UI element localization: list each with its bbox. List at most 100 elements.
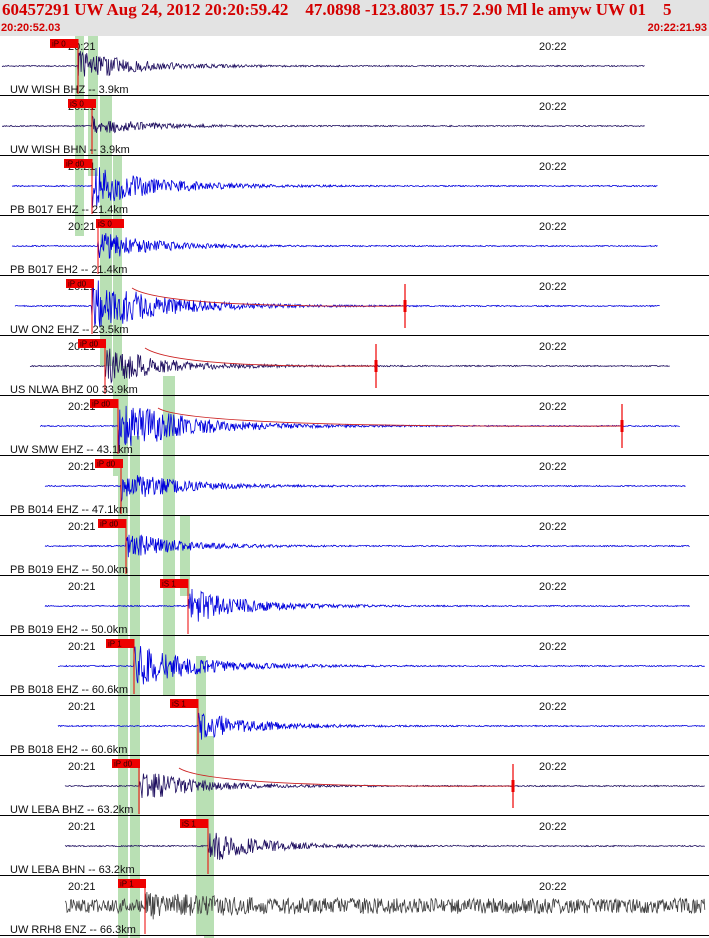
pick-flag[interactable] <box>95 459 123 468</box>
minute-tick-label: 20:21 <box>68 701 96 713</box>
pick-label: iP 0 <box>52 40 66 49</box>
trace-row[interactable]: 20:21 20:22 iP d0 PB B019 EHZ -- 50.0km <box>0 519 709 576</box>
start-time: 20:20:52.03 <box>1 22 61 34</box>
pick-flag[interactable] <box>106 639 134 648</box>
coda-end-marker <box>403 300 407 312</box>
event-title: 60457291 UW Aug 24, 2012 20:20:59.42 47.… <box>2 0 672 19</box>
trace-row[interactable]: 20:21 20:22 iS 1 PB B018 EH2 -- 60.6km <box>0 699 709 756</box>
station-label: PB B018 EH2 -- 60.6km <box>10 744 127 756</box>
minute-tick-label: 20:22 <box>539 101 567 113</box>
trace-row[interactable]: 20:21 20:22 iP d0 UW LEBA BHZ -- 63.2km <box>0 759 709 816</box>
pick-label: iP d0 <box>68 280 87 289</box>
trace-row[interactable]: 20:21 20:22 iS 1 UW LEBA BHN -- 63.2km <box>0 819 709 876</box>
pick-flag[interactable] <box>98 519 126 528</box>
trace-row[interactable]: 20:21 20:22 iP d0 PB B014 EHZ -- 47.1km <box>0 459 709 516</box>
trace-row[interactable]: 20:21 20:22 iS 0 PB B017 EH2 -- 21.4km <box>0 219 709 276</box>
phase-band <box>204 736 214 938</box>
minute-tick-label: 20:22 <box>539 41 567 53</box>
phase-band <box>118 366 128 938</box>
minute-tick-label: 20:22 <box>539 581 567 593</box>
trace-row[interactable]: 20:21 20:22 iP 1 PB B018 EHZ -- 60.6km <box>0 639 709 696</box>
station-label: US NLWA BHZ 00 33.9km <box>10 384 138 396</box>
waveform <box>57 712 706 740</box>
pick-label: iP 1 <box>120 880 134 889</box>
coda-end-marker <box>511 780 515 792</box>
waveform <box>1 51 645 77</box>
minute-tick-label: 20:21 <box>68 581 96 593</box>
phase-band <box>130 436 140 938</box>
pick-flag[interactable] <box>180 819 208 828</box>
pick-flag[interactable] <box>90 399 118 408</box>
pick-flag[interactable] <box>112 759 140 768</box>
pick-flag[interactable] <box>66 279 94 288</box>
coda-duration-line <box>178 767 514 787</box>
pick-label: iP d0 <box>92 400 111 409</box>
minute-tick-label: 20:21 <box>68 761 96 773</box>
station-label: UW LEBA BHZ -- 63.2km <box>10 804 133 816</box>
minute-tick-label: 20:22 <box>539 761 567 773</box>
pick-label: iS 0 <box>98 220 112 229</box>
minute-tick-label: 20:21 <box>68 401 96 413</box>
pick-flag[interactable] <box>64 159 92 168</box>
pick-label: iP d0 <box>66 160 85 169</box>
minute-tick-label: 20:21 <box>68 521 96 533</box>
station-label: PB B019 EH2 -- 50.0km <box>10 624 127 636</box>
pick-flag[interactable] <box>170 699 198 708</box>
minute-tick-label: 20:22 <box>539 701 567 713</box>
pick-flag[interactable] <box>118 879 146 888</box>
minute-tick-label: 20:21 <box>68 821 96 833</box>
trace-row[interactable]: 20:21 20:22 iP d0 UW SMW EHZ -- 43.1km <box>0 399 709 456</box>
minute-tick-label: 20:22 <box>539 821 567 833</box>
pick-label: iS 1 <box>162 580 176 589</box>
station-label: PB B019 EHZ -- 50.0km <box>10 564 128 576</box>
minute-tick-label: 20:22 <box>539 341 567 353</box>
pick-label: iP d0 <box>100 520 119 529</box>
trace-row[interactable]: 20:21 20:22 iS 1 PB B019 EH2 -- 50.0km <box>0 579 709 636</box>
minute-tick-label: 20:21 <box>68 221 96 233</box>
station-label: PB B017 EHZ -- 21.4km <box>10 204 128 216</box>
minute-tick-label: 20:21 <box>68 881 96 893</box>
pick-label: iP d0 <box>80 340 99 349</box>
station-label: UW SMW EHZ -- 43.1km <box>10 444 133 456</box>
waveform <box>64 832 705 861</box>
waveform <box>11 167 658 207</box>
minute-tick-label: 20:21 <box>68 461 96 473</box>
waveform <box>44 475 686 502</box>
pick-flag[interactable] <box>78 339 106 348</box>
pick-label: iS 1 <box>172 700 186 709</box>
minute-tick-label: 20:22 <box>539 881 567 893</box>
station-label: UW ON2 EHZ -- 23.5km <box>10 324 129 336</box>
minute-tick-label: 20:22 <box>539 401 567 413</box>
waveform <box>64 891 706 920</box>
coda-end-marker <box>620 420 624 432</box>
coda-end-marker <box>374 360 378 372</box>
station-label: UW WISH BHN -- 3.9km <box>10 144 130 156</box>
station-label: UW LEBA BHN -- 63.2km <box>10 864 135 876</box>
waveform <box>11 233 658 259</box>
trace-row[interactable]: 20:21 20:22 iP 1 UW RRH8 ENZ -- 66.3km <box>0 879 709 936</box>
minute-tick-label: 20:21 <box>68 641 96 653</box>
minute-tick-label: 20:22 <box>539 281 567 293</box>
minute-tick-label: 20:22 <box>539 641 567 653</box>
station-label: PB B017 EH2 -- 21.4km <box>10 264 127 276</box>
station-label: UW WISH BHZ -- 3.9km <box>10 84 129 96</box>
pick-flag[interactable] <box>96 219 124 228</box>
pick-label: iP d0 <box>114 760 133 769</box>
phase-band <box>75 36 84 236</box>
coda-duration-line <box>131 287 406 307</box>
pick-flag[interactable] <box>68 99 96 108</box>
pick-flag[interactable] <box>50 39 78 48</box>
pick-flag[interactable] <box>160 579 188 588</box>
station-label: UW RRH8 ENZ -- 66.3km <box>10 924 136 936</box>
minute-tick-label: 20:22 <box>539 161 567 173</box>
station-label: PB B014 EHZ -- 47.1km <box>10 504 128 516</box>
pick-label: iP 1 <box>108 640 122 649</box>
waveform <box>58 645 705 685</box>
